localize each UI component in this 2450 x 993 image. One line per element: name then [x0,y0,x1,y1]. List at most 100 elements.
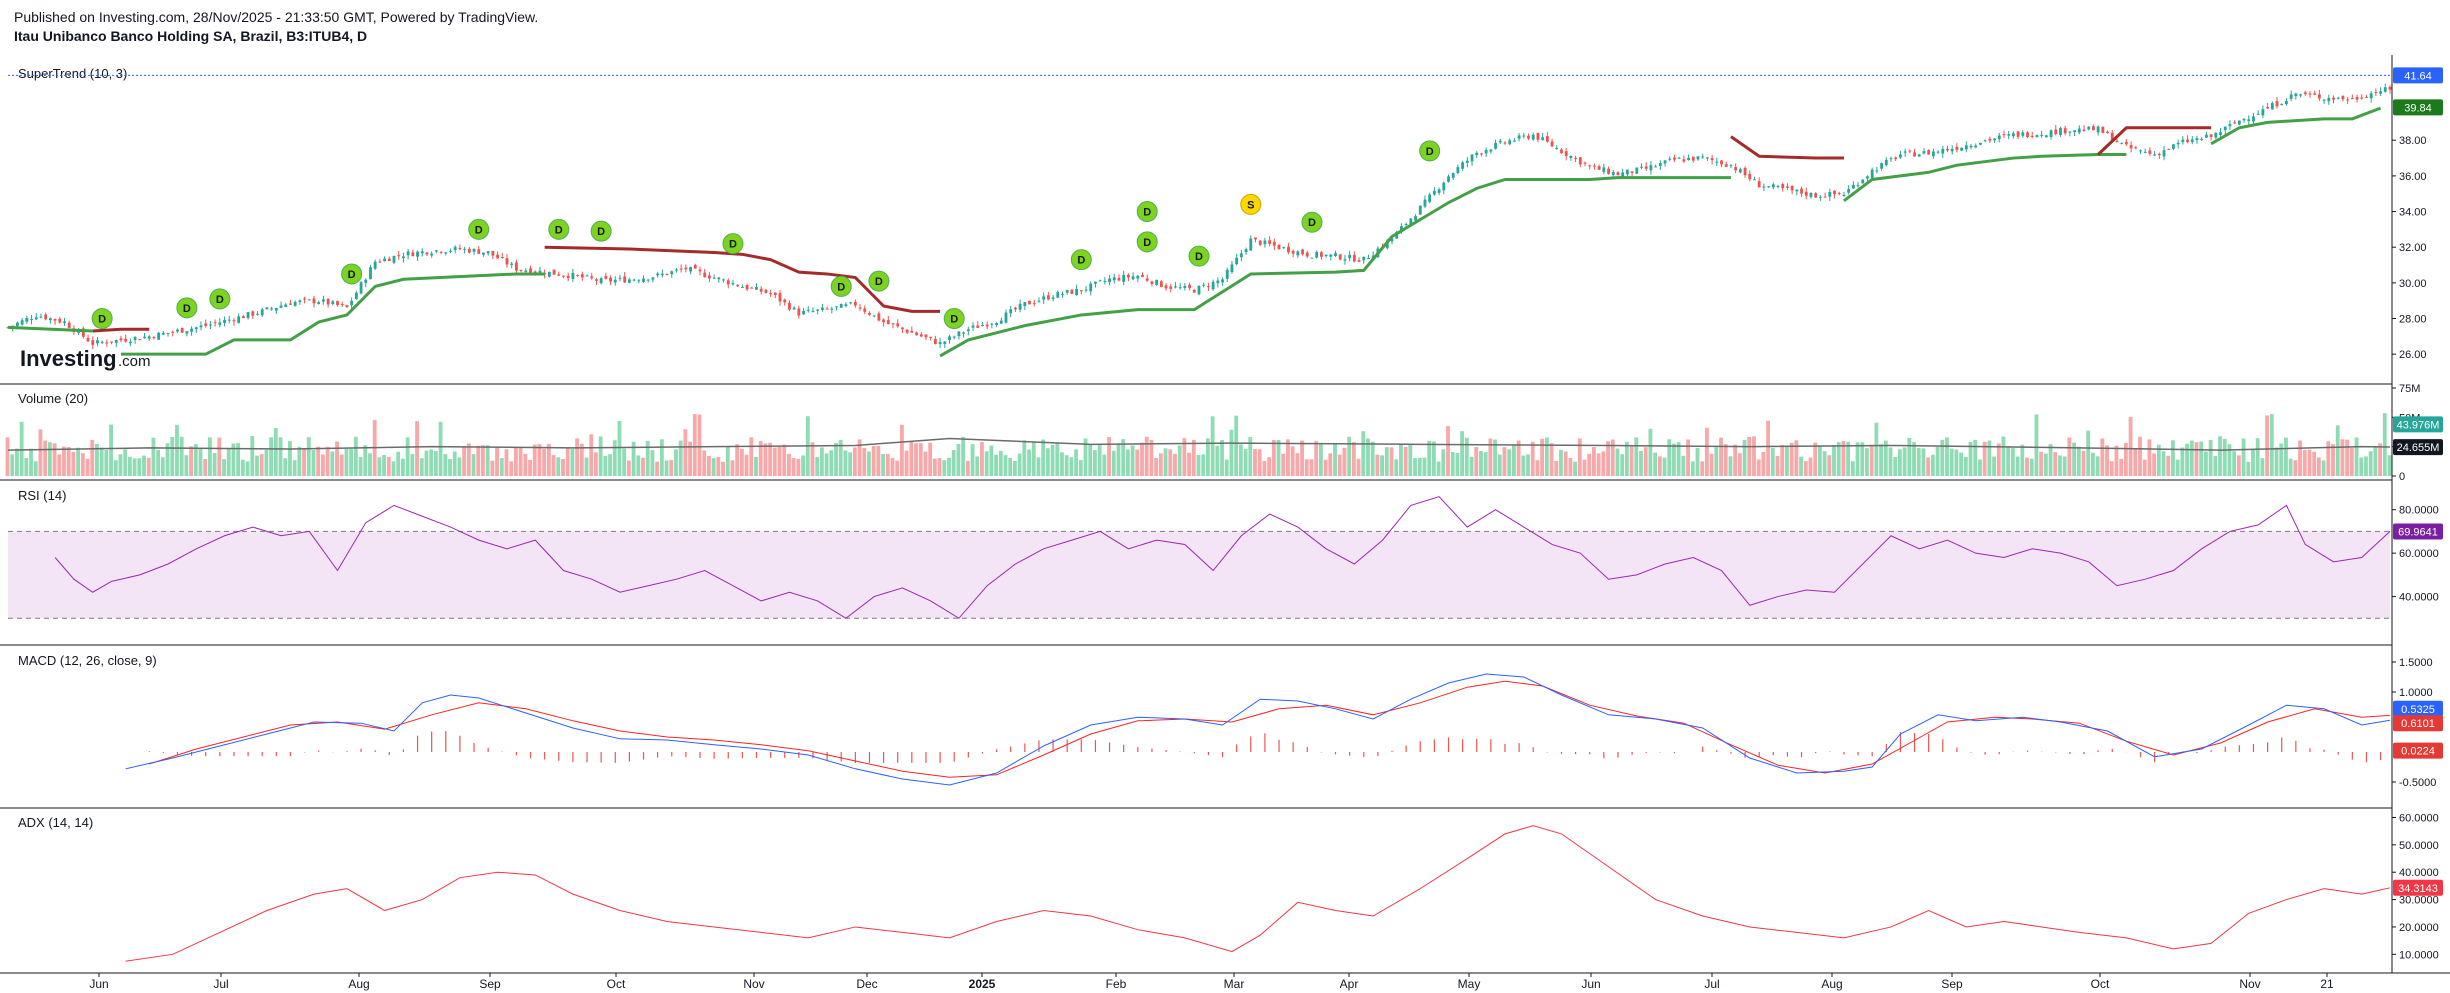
volume-bar [198,449,203,476]
candle-body [547,271,551,277]
candle-body [2073,130,2077,133]
volume-bar [2161,451,2166,476]
candle-body [868,312,871,315]
volume-bar [1234,415,1239,476]
candle-body [1051,297,1055,300]
candle-body [858,307,862,309]
volume-bar [2331,444,2335,476]
candle-body [1578,157,1582,165]
volume-bar [2373,446,2378,476]
volume-bar [631,441,636,476]
volume-bar [2349,447,2354,476]
volume-bar [951,449,956,476]
candle-body [1814,193,1818,198]
volume-bar [5,437,10,476]
candle-body [16,322,19,327]
signal-circle [943,308,965,330]
volume-bar [1144,436,1149,476]
volume-bar [1615,448,1620,476]
candle-body [1131,276,1135,280]
signal-marker: D [1136,201,1158,223]
candle-body [204,323,208,326]
candle-body [1414,216,1417,221]
candle-body [2228,124,2232,127]
volume-bar [1822,451,1827,476]
volume-axis-tick: 75M [2399,383,2420,395]
candle-body [2219,132,2222,135]
candle-body [430,253,434,256]
candle-body [693,264,697,269]
candle-body [703,272,707,278]
volume-bar [1945,437,1949,476]
volume-bar [2091,452,2095,476]
volume-bar [2387,455,2392,476]
candle-body [176,329,179,332]
volume-bar [302,448,306,476]
candle-body [1776,185,1780,187]
candle-body [138,339,142,341]
volume-bar [1403,447,1408,476]
candle-body [467,248,471,253]
candle-body [2322,99,2326,101]
signal-label: D [950,314,958,326]
candle-body [1508,140,1512,145]
volume-bar [659,439,664,476]
volume-bar [2227,444,2232,476]
volume-bar [1012,461,1017,476]
volume-bar [579,443,584,476]
candle-body [651,277,655,280]
candle-body [1334,253,1337,257]
volume-bar [2364,456,2368,476]
volume-bar [650,450,655,476]
volume-bar [1060,452,1064,476]
candle-body [915,332,918,336]
volume-bar [1592,447,1596,476]
volume-bar [1643,447,1648,476]
candle-body [788,302,791,310]
volume-bar [217,437,222,476]
candle-body [100,341,104,343]
volume-bar [1201,454,1206,476]
volume-bar [410,454,415,476]
signal-marker: D [468,218,490,240]
volume-bar [226,448,231,476]
volume-bar [1337,454,1342,476]
volume-bar [1507,449,1512,476]
volume-bar [1662,457,1667,476]
volume-bar [2072,442,2077,476]
volume-bar [763,443,768,476]
volume-bar [1963,456,1968,476]
candle-body [820,307,824,310]
volume-bar [1191,439,1196,476]
candle-body [995,322,998,325]
candle-body [326,298,330,305]
signal-circle [1070,249,1092,271]
volume-bar [1031,442,1036,476]
supertrend-down-line [2097,126,2212,156]
candle-body [1032,303,1036,305]
volume-bar [1667,439,1672,476]
volume-bar [443,454,448,476]
volume-bar [62,446,66,476]
volume-bar [678,440,683,476]
candle-body [1536,133,1540,140]
candle-body [627,279,631,283]
candle-body [1673,157,1676,160]
candle-body [152,337,156,339]
volume-bar [655,461,660,476]
candle-body [632,279,636,281]
volume-bar [556,457,561,476]
candle-body [1456,167,1460,174]
candle-body [1512,140,1516,142]
volume-bar [782,444,787,476]
candle-body [1941,148,1945,154]
candle-body [171,331,175,333]
volume-bar [1083,438,1088,476]
volume-bar [1756,459,1761,476]
candle-body [2153,154,2157,156]
candle-body [2209,134,2213,138]
candle-body [1527,135,1530,139]
volume-bar [928,442,933,476]
volume-bar [1356,458,1361,476]
